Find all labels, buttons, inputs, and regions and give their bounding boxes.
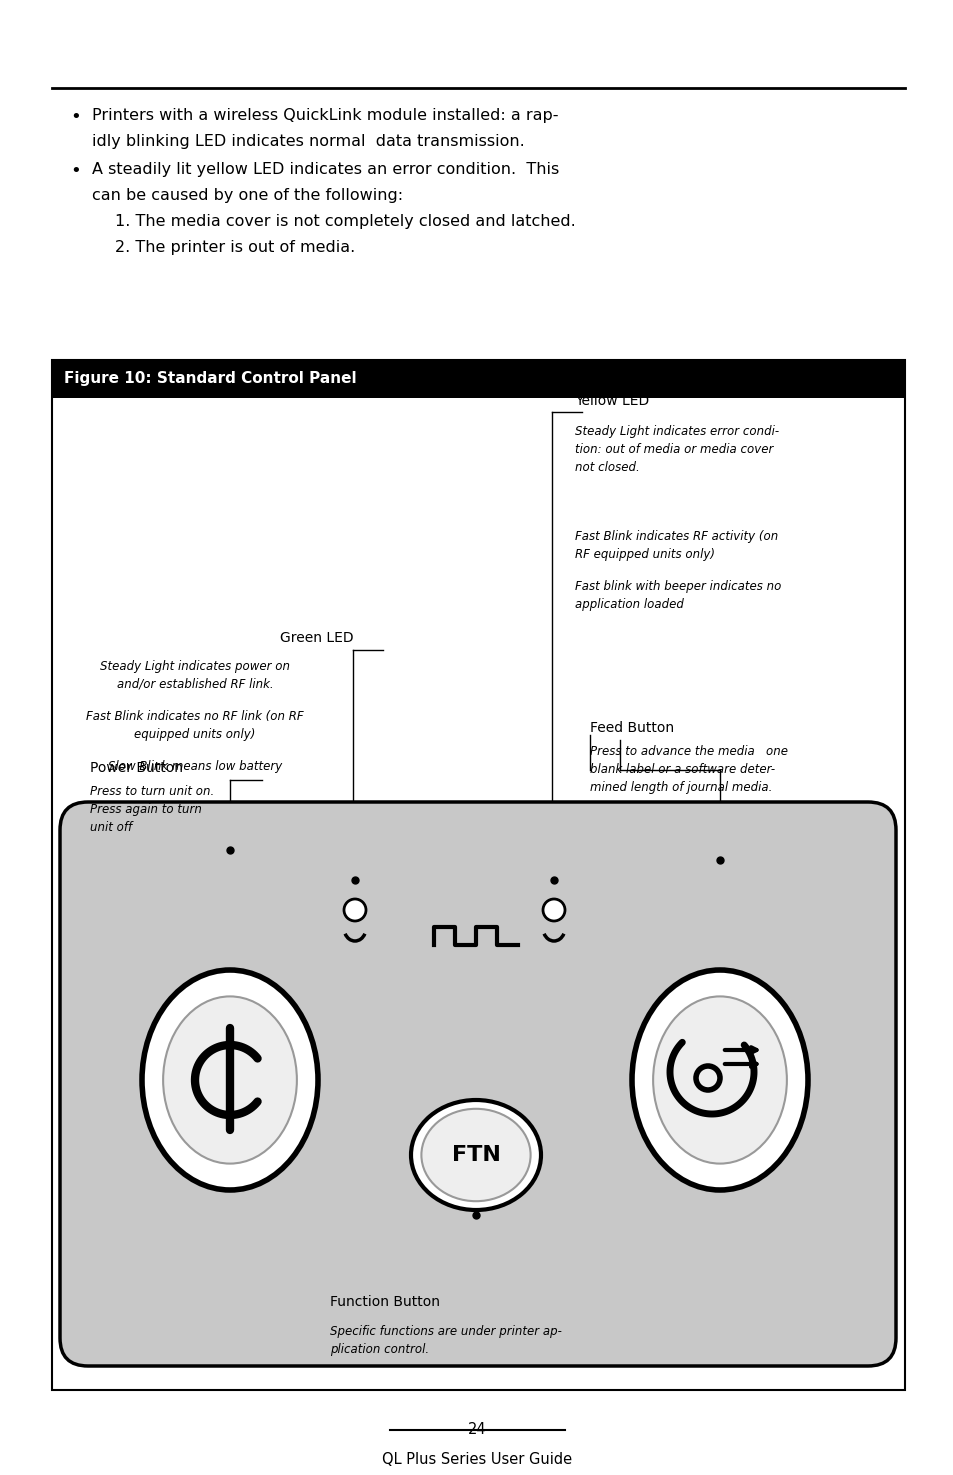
- Text: Function Button: Function Button: [330, 1295, 439, 1308]
- FancyBboxPatch shape: [60, 802, 895, 1366]
- Bar: [52, 360, 904, 398]
- Text: Press to turn unit on.
Press again to turn
unit off: Press to turn unit on. Press again to tu…: [90, 785, 214, 833]
- Text: QL Plus Series User Guide: QL Plus Series User Guide: [381, 1451, 572, 1468]
- Text: 1. The media cover is not completely closed and latched.: 1. The media cover is not completely clo…: [115, 214, 576, 229]
- Text: Figure 10: Standard Control Panel: Figure 10: Standard Control Panel: [64, 372, 356, 386]
- Text: FTN: FTN: [451, 1145, 500, 1165]
- Text: Feed Button: Feed Button: [589, 721, 674, 735]
- Ellipse shape: [421, 1109, 530, 1201]
- Text: can be caused by one of the following:: can be caused by one of the following:: [91, 187, 403, 204]
- Text: 24: 24: [467, 1422, 486, 1437]
- Text: idly blinking LED indicates normal  data transmission.: idly blinking LED indicates normal data …: [91, 134, 524, 149]
- Text: Green LED: Green LED: [280, 631, 354, 645]
- Ellipse shape: [411, 1100, 540, 1209]
- Ellipse shape: [696, 1066, 720, 1090]
- Text: Specific functions are under printer ap-
plication control.: Specific functions are under printer ap-…: [330, 1325, 561, 1356]
- Text: Printers with a wireless QuickLink module installed: a rap-: Printers with a wireless QuickLink modul…: [91, 108, 558, 122]
- Text: Power Button: Power Button: [90, 761, 183, 774]
- Text: Steady Light indicates error condi-
tion: out of media or media cover
not closed: Steady Light indicates error condi- tion…: [575, 425, 779, 473]
- Text: Slow Blink means low battery: Slow Blink means low battery: [108, 760, 282, 773]
- Text: Fast Blink indicates no RF link (on RF
equipped units only): Fast Blink indicates no RF link (on RF e…: [86, 709, 303, 740]
- Text: A steadily lit yellow LED indicates an error condition.  This: A steadily lit yellow LED indicates an e…: [91, 162, 558, 177]
- Ellipse shape: [542, 898, 564, 920]
- Ellipse shape: [653, 997, 786, 1164]
- Text: •: •: [70, 108, 81, 125]
- Text: Steady Light indicates power on
and/or established RF link.: Steady Light indicates power on and/or e…: [100, 659, 290, 690]
- Text: 2. The printer is out of media.: 2. The printer is out of media.: [115, 240, 355, 255]
- Text: Fast Blink indicates RF activity (on
RF equipped units only): Fast Blink indicates RF activity (on RF …: [575, 530, 778, 560]
- Bar: [52, 360, 904, 1389]
- Ellipse shape: [163, 997, 296, 1164]
- Ellipse shape: [344, 898, 366, 920]
- Text: Yellow LED: Yellow LED: [575, 394, 649, 409]
- Text: Fast blink with beeper indicates no
application loaded: Fast blink with beeper indicates no appl…: [575, 580, 781, 611]
- Ellipse shape: [142, 971, 317, 1190]
- Ellipse shape: [631, 971, 807, 1190]
- Text: Press to advance the media   one
blank label or a software deter-
mined length o: Press to advance the media one blank lab…: [589, 745, 787, 794]
- Text: •: •: [70, 162, 81, 180]
